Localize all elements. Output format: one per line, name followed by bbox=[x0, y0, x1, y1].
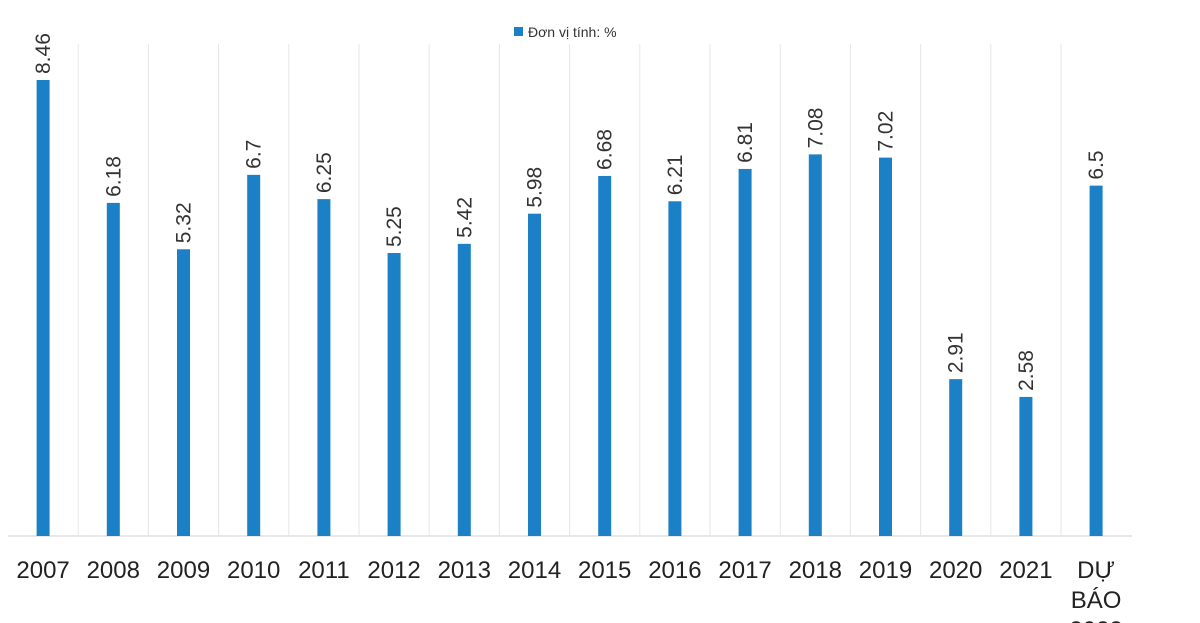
value-label: 2.91 bbox=[945, 332, 968, 373]
x-tick-label: DỰ BÁO 2022 bbox=[1069, 557, 1122, 623]
bar bbox=[738, 168, 752, 537]
bar bbox=[106, 202, 120, 536]
bar bbox=[528, 213, 541, 536]
bar bbox=[668, 201, 682, 536]
x-tick-label: 2009 bbox=[156, 557, 211, 584]
x-tick-label: 2012 bbox=[367, 557, 421, 584]
bar bbox=[1019, 396, 1033, 536]
x-tick-label: 2014 bbox=[507, 557, 562, 584]
bar bbox=[247, 174, 261, 537]
value-label: 5.98 bbox=[524, 167, 547, 208]
value-label: 6.21 bbox=[664, 154, 687, 195]
x-tick-label: 2016 bbox=[648, 557, 702, 584]
value-label: 5.32 bbox=[173, 202, 196, 243]
bar bbox=[808, 154, 822, 536]
x-tick-label: 2019 bbox=[858, 557, 913, 584]
bar bbox=[387, 253, 401, 536]
x-tick-label: 2008 bbox=[86, 557, 140, 584]
value-label: 6.5 bbox=[1085, 150, 1108, 179]
bar bbox=[598, 175, 612, 536]
bar bbox=[36, 80, 50, 536]
x-tick-label: 2018 bbox=[788, 557, 842, 584]
legend-label: Đơn vị tính: % bbox=[528, 24, 617, 40]
x-tick-label: 2011 bbox=[298, 557, 350, 584]
value-label: 6.25 bbox=[313, 152, 336, 193]
bar bbox=[177, 249, 190, 536]
x-tick-label: 2013 bbox=[437, 557, 491, 584]
value-label: 2.58 bbox=[1015, 350, 1038, 391]
bar bbox=[1089, 185, 1103, 536]
value-label: 6.68 bbox=[594, 129, 617, 170]
x-tick-label: 2020 bbox=[928, 557, 983, 584]
value-label: 6.81 bbox=[734, 122, 757, 163]
bar bbox=[949, 379, 963, 536]
value-label: 5.25 bbox=[383, 206, 406, 247]
value-label: 7.02 bbox=[875, 111, 898, 152]
value-label: 6.18 bbox=[102, 156, 125, 197]
x-tick-label: 2010 bbox=[226, 557, 281, 584]
bar bbox=[879, 157, 892, 537]
x-tick-label: 2015 bbox=[577, 557, 632, 584]
legend-swatch bbox=[514, 27, 523, 36]
bar bbox=[457, 243, 471, 536]
value-label: 6.7 bbox=[243, 140, 266, 169]
value-label: 7.08 bbox=[804, 108, 827, 149]
value-label: 5.42 bbox=[453, 197, 476, 238]
value-label: 8.46 bbox=[32, 33, 55, 74]
x-tick-label: 2007 bbox=[16, 557, 70, 584]
x-tick-label: 2021 bbox=[999, 557, 1053, 584]
x-tick-label: 2017 bbox=[718, 557, 772, 584]
bar bbox=[317, 199, 331, 537]
